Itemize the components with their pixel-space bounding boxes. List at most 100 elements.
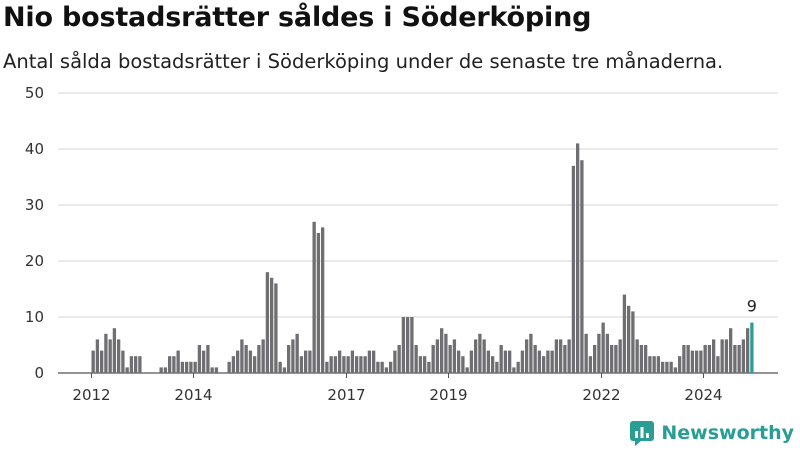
brand-name: Newsworthy <box>661 422 794 444</box>
bar <box>703 345 707 373</box>
bar <box>295 333 299 373</box>
bar <box>529 333 533 373</box>
bar <box>176 350 180 373</box>
bar <box>240 339 244 373</box>
bar <box>707 345 712 373</box>
bar <box>580 160 584 373</box>
bar <box>380 361 384 373</box>
bar <box>571 165 576 373</box>
bar <box>542 356 546 373</box>
bar <box>605 333 610 373</box>
bar <box>495 361 499 373</box>
bar <box>257 345 261 373</box>
bar <box>287 345 291 373</box>
bar <box>452 339 457 373</box>
x-tick-label: 2012 <box>72 386 110 404</box>
bar <box>134 356 138 373</box>
bar <box>197 345 202 373</box>
bar <box>746 328 750 373</box>
bar <box>384 367 389 373</box>
bar <box>444 333 448 373</box>
bar <box>682 345 686 373</box>
bar <box>427 361 431 373</box>
bar <box>168 356 172 373</box>
bar <box>750 322 754 373</box>
bar <box>210 367 214 373</box>
bar <box>610 345 614 373</box>
bar <box>104 333 108 373</box>
bar <box>299 356 304 373</box>
bar <box>503 350 508 373</box>
bar-chart: 0 10 20 30 40 50 2012 2014 2017 2019 2022 2024 9 <box>25 84 778 404</box>
bar <box>516 361 520 373</box>
bar <box>91 350 95 373</box>
chart-subtitle: Antal sålda bostadsrätter i Söderköping … <box>3 50 724 73</box>
bar <box>342 356 346 373</box>
bar <box>733 345 737 373</box>
bar <box>418 356 423 373</box>
bar <box>720 339 724 373</box>
bar <box>274 283 278 373</box>
bar <box>193 361 197 373</box>
bar <box>673 367 678 373</box>
bar <box>129 356 134 373</box>
bar <box>321 227 325 373</box>
bar <box>669 361 673 373</box>
bar <box>678 356 682 373</box>
bar <box>376 361 380 373</box>
bar <box>414 345 418 373</box>
bar <box>448 345 452 373</box>
bar <box>491 356 495 373</box>
bar <box>431 345 435 373</box>
bar <box>457 350 461 373</box>
bar <box>465 367 469 373</box>
bar <box>550 350 554 373</box>
bar <box>741 339 746 373</box>
bar <box>559 339 563 373</box>
bar <box>499 345 503 373</box>
bar <box>206 345 210 373</box>
y-axis-ticks: 0 10 20 30 40 50 <box>25 84 44 382</box>
bar <box>172 356 176 373</box>
bar <box>461 356 465 373</box>
bar <box>180 361 185 373</box>
bar <box>278 361 282 373</box>
bar <box>601 322 605 373</box>
bar <box>525 339 529 373</box>
bar <box>355 356 359 373</box>
bar <box>346 356 350 373</box>
bar <box>712 339 716 373</box>
bar <box>117 339 121 373</box>
bar <box>185 361 189 373</box>
bar <box>236 350 240 373</box>
y-tick-label: 30 <box>25 196 44 214</box>
bar <box>635 339 639 373</box>
bar <box>423 356 427 373</box>
bar <box>537 350 542 373</box>
bar <box>112 328 117 373</box>
bar <box>665 361 669 373</box>
bar <box>261 339 265 373</box>
bar <box>401 317 406 373</box>
bar <box>363 356 367 373</box>
bar <box>406 317 410 373</box>
bar <box>588 356 593 373</box>
bar <box>512 367 516 373</box>
bar <box>435 339 440 373</box>
x-tick-label: 2024 <box>684 386 722 404</box>
bar <box>576 143 580 373</box>
bar <box>716 356 720 373</box>
bar <box>338 350 342 373</box>
bar <box>622 294 627 373</box>
bar <box>333 356 338 373</box>
x-tick-label: 2014 <box>174 386 212 404</box>
bar <box>282 367 287 373</box>
y-tick-label: 10 <box>25 308 44 326</box>
bar <box>410 317 414 373</box>
bar <box>291 339 295 373</box>
bar <box>618 339 622 373</box>
bar <box>737 345 741 373</box>
bar <box>316 233 321 373</box>
bar <box>389 361 393 373</box>
y-tick-label: 40 <box>25 140 44 158</box>
